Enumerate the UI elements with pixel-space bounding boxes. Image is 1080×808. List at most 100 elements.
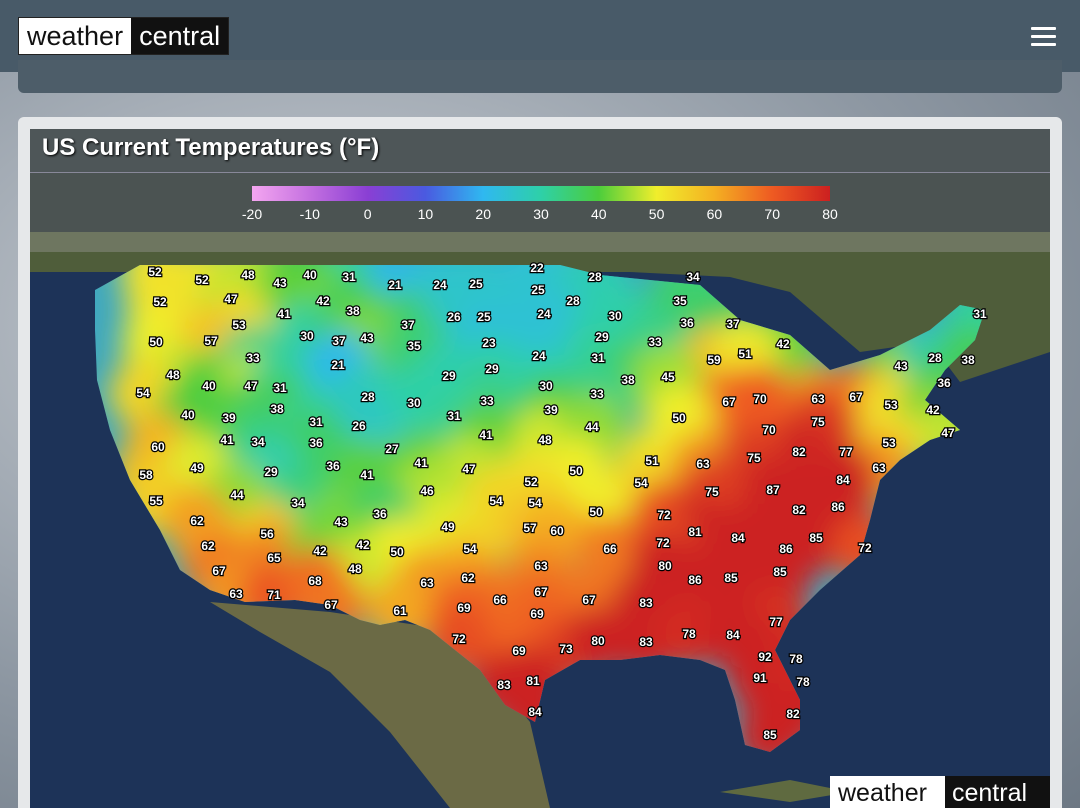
temperature-label: 50 — [569, 464, 583, 478]
temperature-label: 37 — [401, 318, 415, 332]
temperature-label: 28 — [928, 351, 942, 365]
temperature-label: 69 — [512, 644, 526, 658]
temperature-label: 50 — [390, 545, 404, 559]
temperature-label: 28 — [566, 294, 580, 308]
temperature-label: 63 — [811, 392, 825, 406]
temperature-label: 42 — [926, 403, 940, 417]
temperature-label: 33 — [480, 394, 494, 408]
temperature-label: 80 — [591, 634, 605, 648]
temperature-label: 63 — [229, 587, 243, 601]
temperature-label: 78 — [789, 652, 803, 666]
temperature-label: 86 — [779, 542, 793, 556]
temperature-label: 49 — [441, 520, 455, 534]
temperature-label: 27 — [385, 442, 399, 456]
temperature-label: 31 — [273, 381, 287, 395]
temperature-label: 81 — [688, 525, 702, 539]
temperature-label: 85 — [763, 728, 777, 742]
temperature-label: 30 — [300, 329, 314, 343]
temperature-area — [576, 515, 644, 583]
temperature-label: 30 — [539, 379, 553, 393]
temperature-label: 52 — [524, 475, 538, 489]
temperature-label: 37 — [726, 317, 740, 331]
temperature-label: 36 — [309, 436, 323, 450]
legend-tick-label: 80 — [822, 206, 838, 222]
temperature-label: 43 — [334, 515, 348, 529]
sub-bar — [18, 60, 1062, 93]
temperature-label: 75 — [811, 415, 825, 429]
legend-tick-label: 50 — [649, 206, 665, 222]
temperature-label: 39 — [544, 403, 558, 417]
temperature-label: 75 — [747, 451, 761, 465]
watermark-word: central — [952, 779, 1027, 807]
temperature-label: 42 — [356, 538, 370, 552]
labels: 52 52 48 43 40 31 21 24 25 22 28 34 31 52 47 41 42 38 25 28… — [135, 260, 988, 744]
temperature-label: 26 — [447, 310, 461, 324]
temperature-label: 41 — [414, 456, 428, 470]
temperature-label: 78 — [682, 627, 696, 641]
temperature-label: 63 — [872, 461, 886, 475]
temperature-label: 70 — [753, 392, 767, 406]
temperature-label: 84 — [726, 628, 740, 642]
temperature-area — [564, 607, 632, 675]
temperature-label: 24 — [532, 349, 546, 363]
temperature-label: 80 — [658, 559, 672, 573]
temperature-label: 82 — [792, 503, 806, 517]
temperature-label: 91 — [753, 671, 767, 685]
legend-tick-label: 0 — [364, 206, 372, 222]
temperature-label: 61 — [393, 604, 407, 618]
temperature-label: 25 — [477, 310, 491, 324]
legend: -20 -10 0 10 20 30 40 50 60 70 80 — [30, 173, 1050, 232]
temperature-label: 62 — [201, 539, 215, 553]
temperature-label: 29 — [264, 465, 278, 479]
temperature-label: 22 — [530, 261, 544, 275]
temperature-label: 67 — [324, 598, 338, 612]
temperature-label: 31 — [309, 415, 323, 429]
temperature-label: 50 — [149, 335, 163, 349]
temperature-label: 28 — [588, 270, 602, 284]
temperature-label: 30 — [608, 309, 622, 323]
temperature-label: 21 — [388, 278, 402, 292]
temperature-label: 58 — [139, 468, 153, 482]
menu-button[interactable] — [1031, 27, 1056, 46]
logo-word: central — [131, 18, 229, 54]
temperature-label: 77 — [839, 445, 853, 459]
temperature-label: 47 — [941, 426, 955, 440]
watermark: weather central — [830, 776, 1050, 808]
temperature-label: 87 — [766, 483, 780, 497]
temperature-label: 52 — [148, 265, 162, 279]
temperature-label: 46 — [420, 484, 434, 498]
legend-tick-label: 60 — [707, 206, 723, 222]
temperature-label: 34 — [686, 270, 700, 284]
temperature-label: 63 — [420, 576, 434, 590]
temperature-label: 51 — [645, 454, 659, 468]
temperature-label: 34 — [251, 435, 265, 449]
temperature-label: 41 — [360, 468, 374, 482]
temperature-label: 85 — [809, 531, 823, 545]
temperature-label: 66 — [493, 593, 507, 607]
temperature-label: 33 — [246, 351, 260, 365]
temperature-label: 54 — [136, 386, 150, 400]
temperature-label: 57 — [204, 334, 218, 348]
temperature-label: 83 — [497, 678, 511, 692]
temperature-label: 47 — [224, 292, 238, 306]
temperature-label: 54 — [528, 496, 542, 510]
logo[interactable]: weather central — [18, 17, 230, 55]
temperature-label: 40 — [181, 408, 195, 422]
temperature-label: 36 — [937, 376, 951, 390]
temperature-area — [736, 701, 804, 752]
temperature-label: 37 — [332, 334, 346, 348]
temperature-label: 42 — [313, 544, 327, 558]
temperature-label: 43 — [894, 359, 908, 373]
temperature-label: 28 — [361, 390, 375, 404]
temperature-label: 45 — [661, 370, 675, 384]
temperature-label: 65 — [267, 551, 281, 565]
canada-north — [30, 232, 1050, 252]
temperature-label: 47 — [462, 462, 476, 476]
temperature-label: 40 — [202, 379, 216, 393]
temperature-label: 86 — [688, 573, 702, 587]
temperature-label: 49 — [190, 461, 204, 475]
logo-word: weather — [19, 18, 132, 54]
temperature-label: 69 — [530, 607, 544, 621]
temperature-label: 84 — [836, 473, 850, 487]
